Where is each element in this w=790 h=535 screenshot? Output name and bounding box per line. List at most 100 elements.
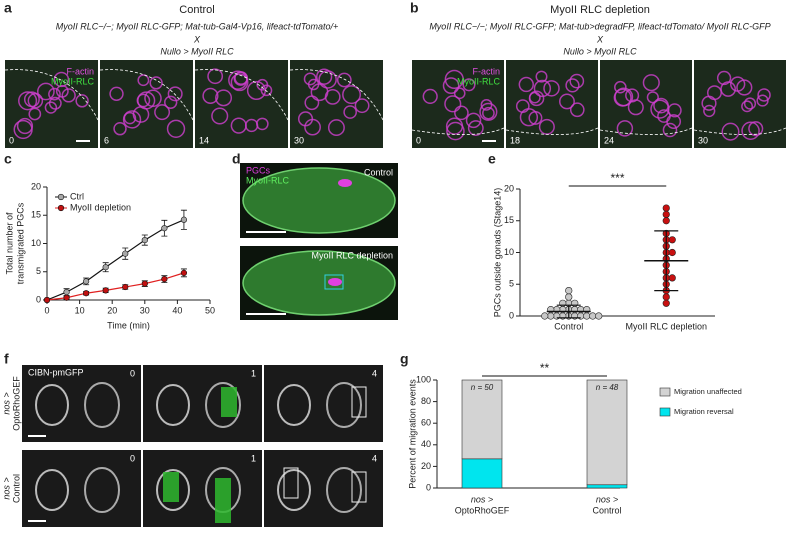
cell bbox=[156, 469, 190, 511]
sd-whisker bbox=[556, 304, 581, 319]
cell bbox=[465, 112, 482, 129]
time-label: 18 bbox=[510, 135, 520, 145]
panel-label: c bbox=[4, 151, 12, 167]
x-tick-label: nos > bbox=[471, 494, 493, 504]
data-point bbox=[180, 216, 188, 223]
x-tick-label: 20 bbox=[107, 305, 117, 315]
panel-title: Control bbox=[179, 4, 214, 16]
cell bbox=[35, 469, 69, 511]
panel-label: b bbox=[410, 0, 419, 16]
cell bbox=[35, 384, 69, 426]
channel-label: F-actin bbox=[66, 66, 94, 76]
x-tick-label: 50 bbox=[205, 305, 215, 315]
cell bbox=[215, 89, 233, 107]
x-tick-label: OptoRhoGEF bbox=[455, 505, 510, 515]
cell bbox=[326, 382, 362, 428]
cell bbox=[756, 94, 769, 107]
cell bbox=[256, 117, 269, 131]
time-label: 1 bbox=[251, 368, 256, 378]
roi-box bbox=[351, 386, 367, 418]
cell bbox=[336, 72, 352, 88]
panel-label: e bbox=[488, 151, 496, 167]
row-label: nos > bbox=[1, 477, 11, 499]
legend-label: Migration reversal bbox=[674, 407, 734, 416]
data-point bbox=[83, 290, 90, 297]
cell bbox=[569, 102, 585, 118]
cell bbox=[304, 118, 321, 136]
time-label: 6 bbox=[104, 135, 109, 145]
y-axis-label: Total number of bbox=[4, 212, 14, 275]
genotype: Nullo > MyoII RLC bbox=[160, 46, 234, 56]
cell bbox=[479, 102, 498, 121]
cell bbox=[137, 74, 150, 87]
time-label: 14 bbox=[199, 135, 209, 145]
y-tick-label: 5 bbox=[509, 279, 514, 289]
cell bbox=[156, 384, 190, 426]
data-point bbox=[122, 250, 129, 257]
data-point bbox=[161, 225, 168, 232]
cell bbox=[642, 74, 660, 92]
data-point bbox=[547, 312, 555, 320]
cell bbox=[706, 85, 722, 101]
time-label: 30 bbox=[294, 135, 304, 145]
embryo-outline bbox=[194, 69, 289, 121]
cell bbox=[28, 107, 42, 121]
cell bbox=[454, 105, 469, 121]
panel-label: f bbox=[4, 351, 9, 367]
cell bbox=[205, 382, 241, 428]
highlight-box bbox=[324, 274, 344, 290]
cell bbox=[277, 469, 311, 511]
cell bbox=[716, 70, 732, 86]
panel-label: a bbox=[4, 0, 12, 16]
data-point bbox=[541, 312, 549, 320]
time-label: 4 bbox=[372, 453, 377, 463]
data-point bbox=[141, 237, 148, 244]
cell bbox=[614, 87, 634, 107]
row-label: OptoRhoGEF bbox=[11, 376, 21, 431]
cell bbox=[480, 98, 493, 111]
time-label: 0 bbox=[130, 453, 135, 463]
time-label: 0 bbox=[130, 368, 135, 378]
genotype: MyoII RLC−/−; MyoII RLC-GFP; Mat-tub-Gal… bbox=[56, 21, 339, 31]
time-label: 0 bbox=[9, 135, 14, 145]
embryo bbox=[242, 167, 396, 234]
micrograph bbox=[22, 365, 141, 442]
legend-swatch bbox=[659, 407, 671, 417]
panel-title: MyoII RLC depletion bbox=[550, 4, 650, 16]
cell bbox=[316, 68, 333, 85]
data-point bbox=[662, 299, 670, 307]
cell bbox=[230, 73, 249, 92]
significance: ** bbox=[540, 361, 550, 375]
data-point bbox=[662, 293, 670, 301]
cell bbox=[233, 71, 248, 86]
data-point bbox=[63, 288, 70, 296]
x-tick-label: 40 bbox=[172, 305, 182, 315]
y-tick-label: 40 bbox=[421, 439, 431, 449]
cell bbox=[23, 91, 40, 108]
legend-swatch bbox=[659, 387, 671, 397]
cell bbox=[736, 79, 753, 96]
y-tick-label: 20 bbox=[504, 183, 514, 193]
micrograph bbox=[264, 365, 383, 442]
genotype: X bbox=[596, 34, 604, 44]
genotype: Nullo > MyoII RLC bbox=[563, 46, 637, 56]
cell bbox=[741, 100, 754, 113]
y-axis-label: Percent of migration events bbox=[407, 379, 417, 489]
data-point bbox=[43, 296, 51, 304]
x-axis-label: Time (min) bbox=[107, 320, 150, 330]
legend-label: Ctrl bbox=[70, 191, 84, 201]
pgc-cluster bbox=[328, 278, 342, 286]
time-label: 24 bbox=[604, 135, 614, 145]
embryo-outline bbox=[411, 127, 505, 135]
micrograph bbox=[143, 450, 262, 527]
cell bbox=[467, 120, 484, 136]
cell bbox=[422, 88, 438, 105]
time-label: 0 bbox=[416, 135, 421, 145]
cell bbox=[543, 80, 560, 97]
y-tick-label: 10 bbox=[31, 238, 41, 248]
cell bbox=[16, 117, 34, 135]
cell bbox=[109, 86, 124, 101]
cell bbox=[84, 467, 120, 513]
y-tick-label: 100 bbox=[416, 374, 431, 384]
roi-box bbox=[283, 467, 299, 499]
